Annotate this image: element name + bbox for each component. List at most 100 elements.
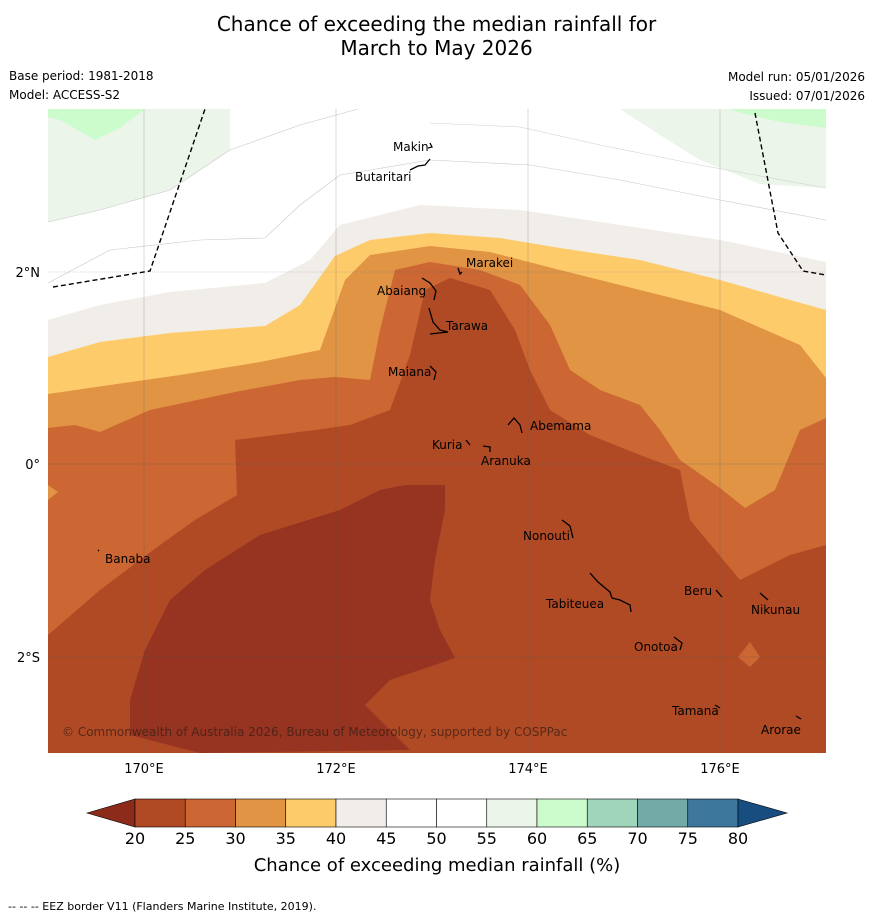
colorbar-cells xyxy=(134,798,739,828)
island-makin-shape xyxy=(427,142,433,149)
label-butaritari: Butaritari xyxy=(355,170,412,184)
band-patch-25-30 xyxy=(738,642,760,667)
colorbar-tick-label: 30 xyxy=(225,829,245,848)
label-nikunau: Nikunau xyxy=(751,603,800,617)
colorbar-cell xyxy=(486,798,538,828)
colorbar-tick-label: 70 xyxy=(627,829,647,848)
model-name: Model: ACCESS-S2 xyxy=(9,88,121,102)
island-tarawa-shape xyxy=(428,307,449,335)
island-onotoa-shape xyxy=(673,636,683,651)
model-run: Model run: 05/01/2026 xyxy=(727,70,865,84)
label-marakei: Marakei xyxy=(466,256,513,270)
copyright-text: © Commonwealth of Australia 2026, Bureau… xyxy=(62,725,567,739)
lon-label-174e: 174°E xyxy=(508,762,548,777)
label-tamana: Tamana xyxy=(671,704,719,718)
band-below-20 xyxy=(130,485,455,753)
label-maiana: Maiana xyxy=(388,365,431,379)
colorbar-cell xyxy=(536,798,588,828)
graticule xyxy=(48,109,826,753)
colorbar-legend: 20 25 30 35 40 45 50 55 60 65 70 75 80 Chance of exc… xyxy=(85,798,789,876)
title-line-2: March to May 2026 xyxy=(340,36,533,60)
place-labels: Makin Butaritari Marakei Abaiang Tarawa … xyxy=(105,140,801,737)
lat-label-2s: 2°S xyxy=(17,651,40,666)
island-beru-shape xyxy=(715,589,723,598)
colorbar-cell xyxy=(134,798,186,828)
island-marakei-shape xyxy=(457,267,463,276)
label-abemama: Abemama xyxy=(530,419,591,433)
label-aranuka: Aranuka xyxy=(481,454,531,468)
island-aranuka-shape xyxy=(482,445,491,452)
colorbar-cell xyxy=(385,798,437,828)
eez-border-west xyxy=(52,109,206,288)
colorbar-cell xyxy=(586,798,638,828)
island-arorae-shape xyxy=(795,715,802,720)
lon-label-172e: 172°E xyxy=(316,762,356,777)
island-kuria-shape xyxy=(465,439,471,446)
contour-line-2 xyxy=(48,159,826,284)
label-banaba: Banaba xyxy=(105,552,151,566)
lat-label-2n: 2°N xyxy=(16,266,41,281)
colorbar-tick-label: 45 xyxy=(376,829,396,848)
colorbar-ticks: 20 25 30 35 40 45 50 55 60 65 70 75 80 xyxy=(125,829,748,848)
colorbar-tick-label: 25 xyxy=(175,829,195,848)
band-60-65-left xyxy=(48,109,145,140)
island-tamana-shape xyxy=(714,704,721,709)
map-title: Chance of exceeding the median rainfall … xyxy=(0,12,873,60)
label-onotoa: Onotoa xyxy=(634,640,678,654)
rainfall-map: Makin Butaritari Marakei Abaiang Tarawa … xyxy=(48,109,826,753)
eez-border-east xyxy=(754,112,826,276)
colorbar-tick-label: 20 xyxy=(125,829,145,848)
contour-line-1 xyxy=(48,109,359,223)
colorbar-cell xyxy=(637,798,689,828)
colorbar-cell xyxy=(335,798,387,828)
colorbar-cell xyxy=(235,798,287,828)
label-beru: Beru xyxy=(684,584,712,598)
label-nonouti: Nonouti xyxy=(523,529,570,543)
axis-labels: 170°E 172°E 174°E 176°E 2°N 0° 2°S xyxy=(16,266,740,777)
colorbar-tick-label: 50 xyxy=(426,829,446,848)
colorbar-cell xyxy=(436,798,488,828)
colorbar-tick-label: 55 xyxy=(477,829,497,848)
band-patch-30-35 xyxy=(48,485,58,500)
colorbar-cell xyxy=(184,798,236,828)
colorbar-label: Chance of exceeding median rainfall (%) xyxy=(254,855,621,876)
colorbar-extend-low xyxy=(85,798,136,828)
band-55-60-right xyxy=(620,109,826,188)
colorbar-cell xyxy=(285,798,337,828)
lon-label-176e: 176°E xyxy=(700,762,740,777)
island-maiana-shape xyxy=(429,365,437,381)
colorbar-tick-label: 65 xyxy=(577,829,597,848)
meta-left: Base period: 1981-2018 Model: ACCESS-S2 xyxy=(9,69,154,107)
title-line-1: Chance of exceeding the median rainfall … xyxy=(216,12,657,36)
colorbar-tick-label: 80 xyxy=(728,829,748,848)
contour-line-3 xyxy=(429,122,826,189)
label-tarawa: Tarawa xyxy=(445,319,488,333)
band-60-65-right xyxy=(730,109,826,128)
issued-date: Issued: 07/01/2026 xyxy=(749,89,865,103)
colorbar-cell xyxy=(687,798,739,828)
eez-footnote: -- -- -- EEZ border V11 (Flanders Marine… xyxy=(8,900,317,913)
label-abaiang: Abaiang xyxy=(377,284,426,298)
lat-label-0: 0° xyxy=(25,458,40,473)
island-nonouti-shape xyxy=(561,519,574,539)
island-tabiteuea-shape xyxy=(589,572,632,613)
label-kuria: Kuria xyxy=(432,438,463,452)
colorbar-extend-high xyxy=(737,798,789,828)
island-abemama-shape xyxy=(507,417,523,434)
colorbar-tick-label: 75 xyxy=(678,829,698,848)
island-butaritari-shape xyxy=(409,158,431,171)
colorbar-tick-label: 35 xyxy=(276,829,296,848)
meta-right: Model run: 05/01/2026 Issued: 07/01/2026 xyxy=(728,70,865,108)
base-period: Base period: 1981-2018 xyxy=(9,69,154,83)
lon-label-170e: 170°E xyxy=(124,762,164,777)
islands xyxy=(97,142,802,720)
label-arorae: Arorae xyxy=(761,723,801,737)
island-abaiang-shape xyxy=(421,277,437,301)
island-nikunau-shape xyxy=(759,592,769,601)
island-banaba-shape xyxy=(97,549,100,552)
label-makin: Makin xyxy=(393,140,429,154)
label-tabiteuea: Tabiteuea xyxy=(545,597,604,611)
colorbar-tick-label: 40 xyxy=(326,829,346,848)
colorbar-tick-label: 60 xyxy=(527,829,547,848)
